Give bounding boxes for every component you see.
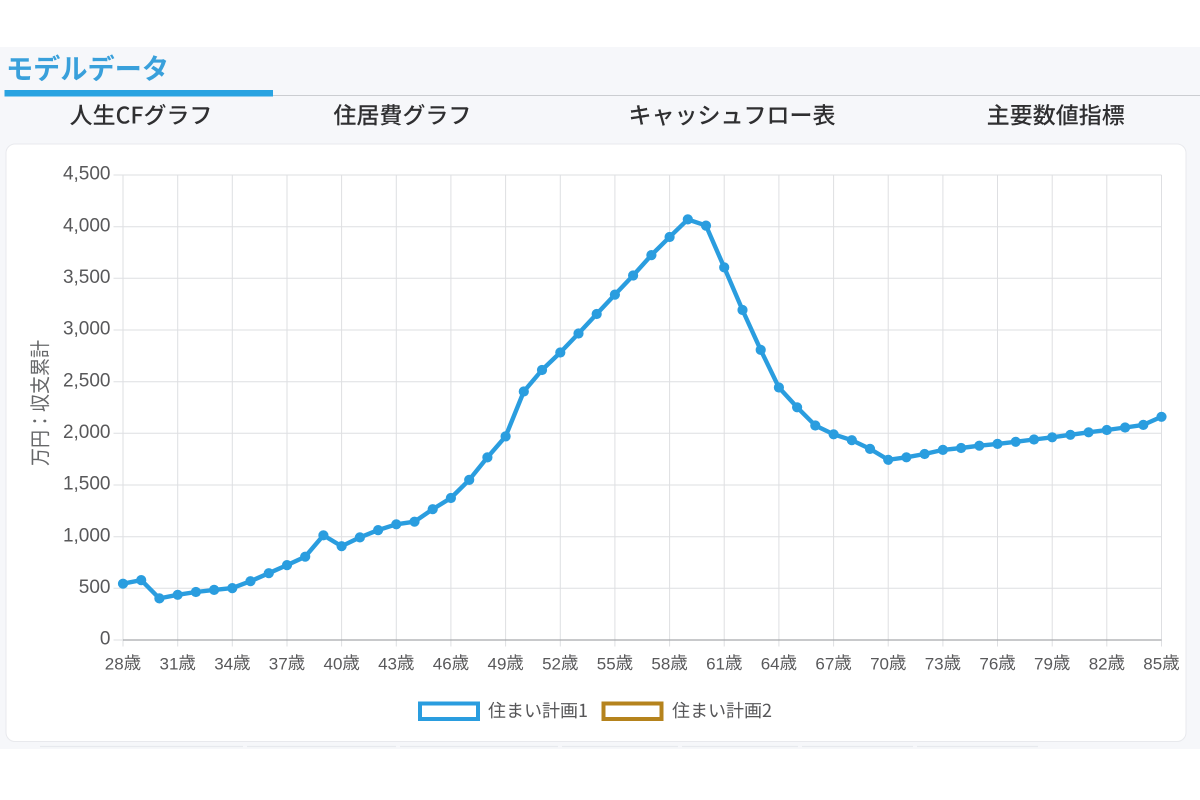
svg-text:3,000: 3,000 bbox=[63, 319, 111, 340]
svg-text:55: 55 bbox=[597, 654, 616, 673]
svg-text:85: 85 bbox=[1143, 654, 1162, 673]
svg-text:40: 40 bbox=[324, 654, 343, 673]
svg-text:0: 0 bbox=[100, 629, 111, 650]
svg-text:34: 34 bbox=[214, 654, 233, 673]
svg-text:79: 79 bbox=[1034, 654, 1053, 673]
svg-text:82: 82 bbox=[1089, 654, 1108, 673]
svg-text:28: 28 bbox=[105, 654, 124, 673]
svg-text:67: 67 bbox=[815, 654, 834, 673]
svg-text:31: 31 bbox=[160, 654, 179, 673]
svg-text:1,000: 1,000 bbox=[63, 525, 111, 546]
svg-text:4,500: 4,500 bbox=[63, 164, 111, 185]
svg-text:43: 43 bbox=[378, 654, 397, 673]
svg-text:64: 64 bbox=[761, 654, 780, 673]
svg-text:76: 76 bbox=[979, 654, 998, 673]
svg-text:2,000: 2,000 bbox=[63, 422, 111, 443]
svg-text:61: 61 bbox=[706, 654, 725, 673]
svg-text:73: 73 bbox=[925, 654, 944, 673]
svg-text:1,500: 1,500 bbox=[63, 474, 111, 495]
svg-text:3,500: 3,500 bbox=[63, 267, 111, 288]
svg-text:58: 58 bbox=[651, 654, 670, 673]
svg-text:37: 37 bbox=[269, 654, 288, 673]
svg-text:2,500: 2,500 bbox=[63, 370, 111, 391]
svg-text:500: 500 bbox=[79, 577, 111, 598]
svg-text:52: 52 bbox=[542, 654, 561, 673]
svg-text:4,000: 4,000 bbox=[63, 215, 111, 236]
svg-text:49: 49 bbox=[488, 654, 507, 673]
svg-text:70: 70 bbox=[870, 654, 889, 673]
svg-text:46: 46 bbox=[433, 654, 452, 673]
